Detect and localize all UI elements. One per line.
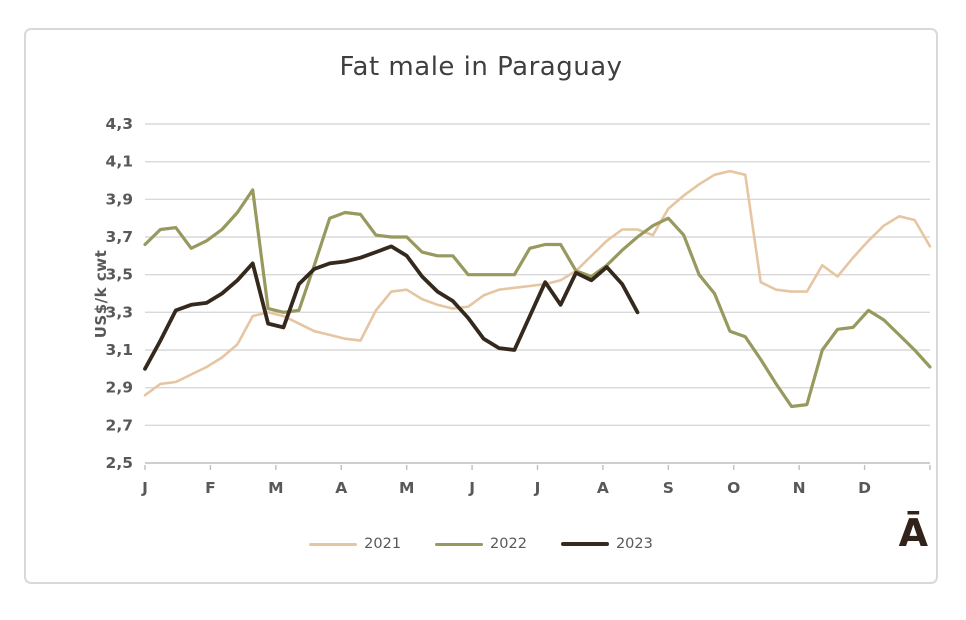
x-tick-label: A (335, 479, 347, 497)
x-tick-label: M (399, 479, 414, 497)
chart-title: Fat male in Paraguay (339, 52, 623, 82)
legend-label: 2022 (490, 536, 527, 552)
x-tick-label: A (597, 479, 609, 497)
legend-swatch-2022 (435, 542, 484, 546)
chart-frame (24, 28, 938, 584)
legend-item-2023: 2023 (560, 536, 653, 552)
x-tick-label: S (663, 479, 674, 497)
legend-item-2022: 2022 (435, 536, 527, 552)
legend-label: 2023 (615, 536, 653, 552)
y-tick-label: 2,9 (106, 379, 133, 397)
series-line-2021 (143, 169, 932, 397)
y-tick-label: 2,5 (106, 454, 133, 472)
y-tick-label: 3,3 (106, 303, 133, 321)
y-tick-label: 2,7 (106, 416, 133, 434)
y-tick-label: 3,5 (106, 266, 133, 284)
x-tick-label: D (858, 479, 871, 497)
legend-swatch-2023 (560, 542, 609, 546)
series-line-2022 (143, 188, 932, 409)
x-tick-label: J (141, 479, 148, 497)
chart-legend: 2021 2022 2023 (24, 536, 938, 552)
y-tick-label: 3,1 (106, 341, 133, 359)
x-tick-label: M (268, 479, 283, 497)
y-tick-label: 4,1 (106, 153, 133, 171)
x-tick-label: J (468, 479, 475, 497)
y-tick-label: 3,7 (106, 228, 133, 246)
legend-swatch-2021 (309, 542, 358, 546)
legend-label: 2021 (364, 536, 402, 552)
x-tick-label: J (534, 479, 541, 497)
y-tick-label: 4,3 (106, 115, 133, 133)
legend-item-2021: 2021 (309, 536, 401, 552)
y-tick-label: 3,9 (106, 190, 133, 208)
x-tick-label: F (205, 479, 216, 497)
x-tick-label: O (727, 479, 740, 497)
brand-logo-a-macron: Ā (898, 511, 928, 555)
series-line-2023 (143, 244, 640, 371)
x-tick-label: N (793, 479, 806, 497)
